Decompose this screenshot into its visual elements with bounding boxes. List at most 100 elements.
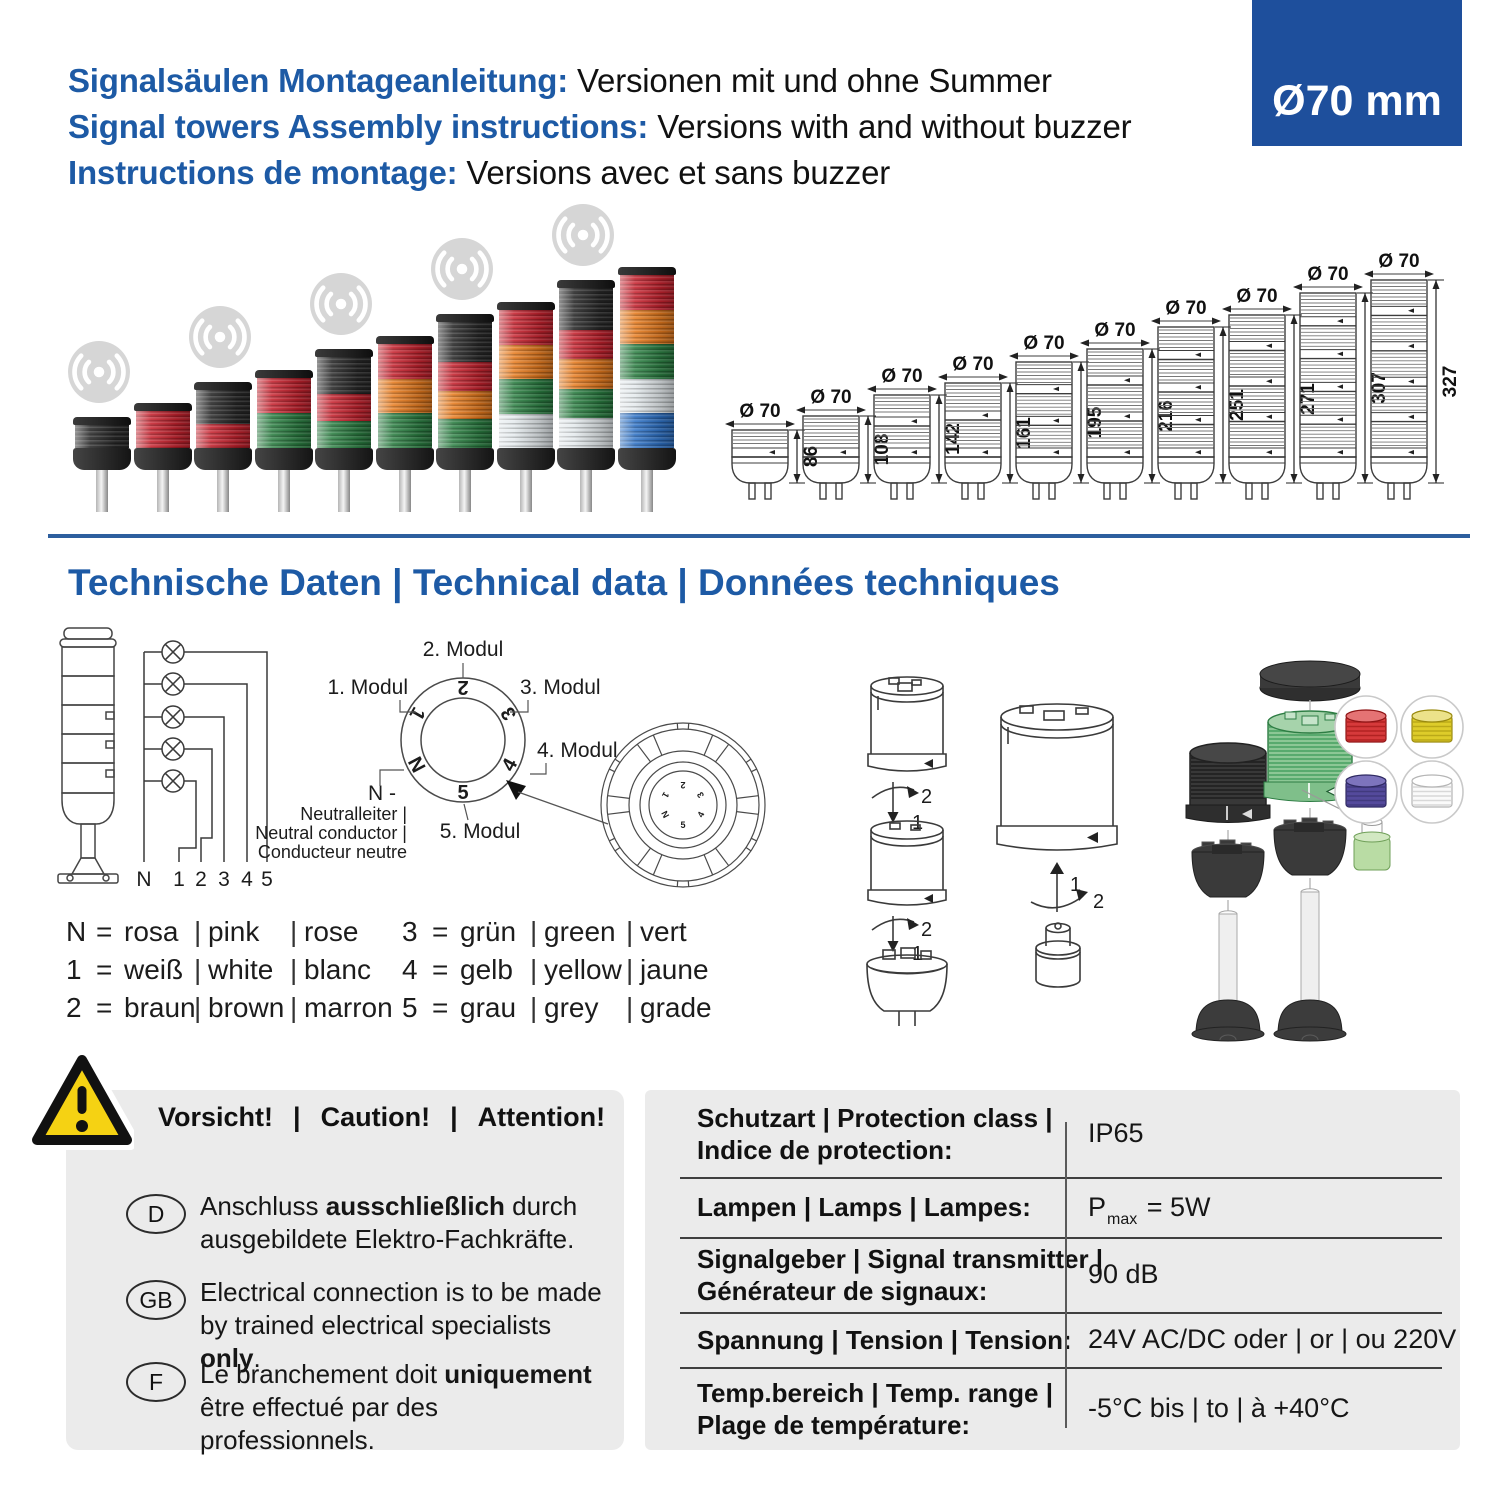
tower-module-orange [438,390,492,420]
svg-text:N: N [659,809,671,819]
tower-module-orange [619,309,674,345]
tower-module-red [377,343,432,379]
warning-triangle-icon [30,1050,134,1150]
title-line-de: Signalsäulen Montageanleitung: Versionen … [68,62,1052,99]
tower-module-green [377,413,432,448]
row-divider [680,1177,1442,1179]
module-1-label: 1. Modul [327,676,408,699]
legend-row: 5 = grau | grey | grade [402,992,712,1023]
step-1-label: 1 [1070,874,1081,896]
wiring-schematic: N 1 2 3 4 5 [136,640,273,891]
step-1-label: 1 [912,943,923,965]
title-line-fr: Instructions de montage: Versions avec et… [68,154,891,191]
column-divider [1065,1122,1067,1428]
tower-photo [194,382,252,512]
title-line-en: Signal towers Assembly instructions: Vers… [68,108,1132,145]
spec-label: Schutzart | Protection class | Indice de … [697,1102,1053,1165]
buzzer-icon [189,306,251,368]
svg-text:2: 2 [457,676,468,698]
page-title: Signalsäulen Montageanleitung: Versionen … [68,58,1132,196]
spec-value: 90 dB [1088,1259,1159,1289]
terminal-label: 4 [241,868,253,891]
buzzer-icon [310,273,372,335]
svg-text:1: 1 [660,790,671,799]
tower-module-orange [498,344,553,379]
tower-module-green [317,421,371,448]
exploded-led-stack [1259,660,1361,1042]
tower-module-red [317,394,371,422]
tower-module-black [196,390,250,424]
tower-module-red [619,275,674,310]
neutral-label-en: Neutral conductor | [255,823,407,843]
row-divider [680,1312,1442,1314]
svg-text:N: N [403,753,429,776]
tower-module-green [438,419,492,448]
colour-option-blue [1334,760,1398,824]
plate-terminal-labels: 12 3 4 5N [659,780,706,830]
assembly-steps-right: 1 2 [996,703,1118,988]
tower-module-black [438,322,492,363]
terminal-label: 1 [173,868,185,891]
svg-text:3: 3 [497,703,522,724]
module-2-label: 2. Modul [423,638,504,661]
neutral-label-de: Neutralleiter | [300,804,407,824]
svg-text:Ø 70: Ø 70 [881,366,922,387]
assembly-steps-left: 2 1 2 1 [866,676,948,1026]
step-2-label: 2 [1093,891,1104,913]
rotation-arrow-icon [506,780,526,800]
spec-label: Temp.bereich | Temp. range | Plage de tem… [697,1377,1054,1440]
tower-module-orange [377,378,432,414]
svg-text:2: 2 [680,780,685,790]
svg-text:Ø 70: Ø 70 [1307,264,1348,285]
spec-label: Spannung | Tension | Tension: [697,1324,1072,1355]
svg-text:Ø 70: Ø 70 [1023,333,1064,354]
buzzer-icon [552,204,614,266]
warning-title: Vorsicht! | Caution! | Attention! [158,1102,606,1132]
tower-photo [254,370,313,512]
warning-text: Electrical connection is to be made by tr… [200,1277,602,1373]
spec-value: -5°C bis | to | à +40°C [1088,1393,1350,1423]
signal-tower-photos [60,204,740,522]
tower-photo [617,267,676,512]
tower-photo [375,335,434,512]
spec-value: 24V AC/DC oder | or | ou 220V [1088,1324,1457,1354]
colour-option-yellow [1400,695,1464,759]
tower-module-green [256,413,311,448]
svg-text:Ø 70: Ø 70 [1165,298,1206,319]
svg-text:195: 195 [1085,406,1106,438]
neutral-label: N - [368,782,396,805]
led-bulb [1353,818,1391,871]
technical-data-table: Schutzart | Protection class | Indice de … [645,1090,1460,1450]
diameter-badge-label: Ø70 mm [1272,77,1442,125]
colour-option-white [1400,760,1464,824]
spec-label: Lampen | Lamps | Lampes: [697,1192,1031,1222]
module-4-label: 4. Modul [537,739,618,762]
spec-row: Temp.bereich | Temp. range | Plage de tem… [645,1367,1460,1450]
dimension-drawing: Ø 70 327 [1364,251,1461,500]
exploded-buzzer-stack [1185,742,1271,1042]
legend-row: N = rosa | pink | rose [66,916,359,947]
step-1-label: 1 [912,812,923,834]
tower-photo [557,280,615,512]
colour-option-red [1334,695,1398,759]
tower-photo [133,403,192,512]
spec-label: Signalgeber | Signal transmitter | Généra… [697,1243,1104,1306]
tower-module-black [559,288,613,330]
lamp-symbols [161,640,185,793]
spec-value: Pmax = 5W [1088,1191,1211,1228]
terminal-label: 3 [218,868,230,891]
svg-text:4: 4 [498,754,523,775]
neutral-label-fr: Conducteur neutre [258,842,407,862]
buzzer-icon [431,238,493,300]
tower-module-red [196,423,250,448]
dimension-drawings: Ø 70 86 Ø 70 108 Ø 70 142 Ø 70 161 Ø 70 195 Ø 70 21… [700,230,1500,530]
legend-row: 1 = weiß | white | blanc [66,954,371,985]
legend-row: 4 = gelb | yellow | jaune [402,954,709,985]
tower-module-blue [619,413,674,448]
module-ring-diagram: 1 2 3 4 5 N 2. Modul 1. Modul 3. Modul 4. Mod… [255,638,617,862]
tower-module-black [75,425,129,448]
